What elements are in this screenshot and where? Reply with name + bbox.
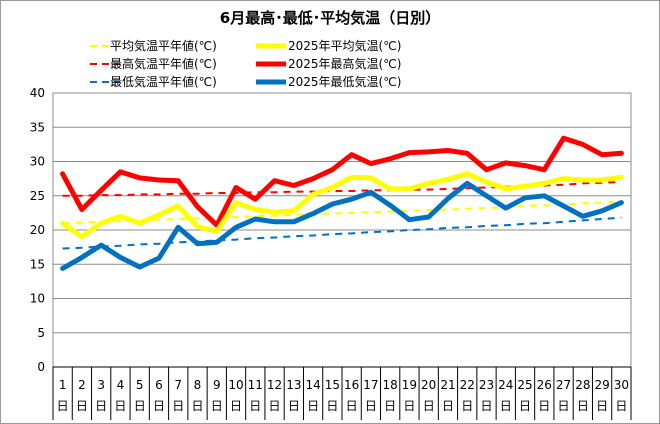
x-tick-label: 6 xyxy=(155,378,163,392)
legend: 平均気温平年値(℃) 最高気温平年値(℃) 最低気温平年値(℃) 2025年平均気温(… xyxy=(90,38,401,89)
legend-label: 2025年平均気温(℃) xyxy=(288,38,401,53)
y-tick-label: 40 xyxy=(30,86,45,100)
x-tick-label: 24 xyxy=(498,378,513,392)
x-tick-unit: 日 xyxy=(288,399,300,413)
legend-label: 最高気温平年値(℃) xyxy=(110,56,217,71)
x-tick-label: 8 xyxy=(194,378,202,392)
series-line-5 xyxy=(60,135,624,228)
x-tick-unit: 日 xyxy=(326,399,338,413)
x-tick-unit: 日 xyxy=(558,399,570,413)
x-tick-unit: 日 xyxy=(230,399,242,413)
x-tick-label: 22 xyxy=(460,378,475,392)
x-tick-label: 13 xyxy=(286,378,301,392)
x-tick-unit: 日 xyxy=(519,399,531,413)
legend-label: 2025年最低気温(℃) xyxy=(288,74,401,89)
y-tick-label: 20 xyxy=(30,223,45,237)
x-tick-label: 5 xyxy=(136,378,144,392)
x-tick-label: 23 xyxy=(479,378,494,392)
x-tick-unit: 日 xyxy=(134,399,146,413)
legend-label: 平均気温平年値(℃) xyxy=(110,38,217,53)
x-tick-label: 20 xyxy=(421,378,436,392)
x-tick-unit: 日 xyxy=(307,399,319,413)
x-tick-unit: 日 xyxy=(191,399,203,413)
y-tick-label: 5 xyxy=(37,326,45,340)
chart-title: 6月最高･最低･平均気温（日別） xyxy=(220,9,440,27)
x-tick-label: 10 xyxy=(228,378,243,392)
x-tick-label: 26 xyxy=(537,378,552,392)
x-tick-label: 15 xyxy=(325,378,340,392)
x-tick-label: 28 xyxy=(575,378,590,392)
y-tick-label: 30 xyxy=(30,155,45,169)
y-tick-label: 0 xyxy=(37,360,45,374)
x-tick-label: 11 xyxy=(248,378,263,392)
y-tick-label: 10 xyxy=(30,292,45,306)
x-tick-label: 14 xyxy=(305,378,320,392)
x-tick-unit: 日 xyxy=(461,399,473,413)
x-tick-label: 25 xyxy=(517,378,532,392)
x-tick-label: 3 xyxy=(97,378,105,392)
x-tick-unit: 日 xyxy=(423,399,435,413)
x-tick-label: 16 xyxy=(344,378,359,392)
x-tick-unit: 日 xyxy=(211,399,223,413)
x-tick-label: 21 xyxy=(440,378,455,392)
y-tick-label: 35 xyxy=(30,120,45,134)
x-tick-unit: 日 xyxy=(114,399,126,413)
y-axis-ticks: 0 5 10 15 20 25 30 35 40 xyxy=(30,86,45,374)
x-tick-label: 19 xyxy=(402,378,417,392)
x-tick-label: 9 xyxy=(213,378,221,392)
y-tick-label: 25 xyxy=(30,189,45,203)
grid-lines xyxy=(52,92,632,368)
series-line-1 xyxy=(62,200,622,225)
x-tick-unit: 日 xyxy=(596,399,608,413)
x-tick-unit: 日 xyxy=(76,399,88,413)
x-tick-label: 2 xyxy=(78,378,86,392)
x-tick-unit: 日 xyxy=(403,399,415,413)
x-tick-label: 12 xyxy=(267,378,282,392)
series-line-3 xyxy=(62,216,622,250)
x-tick-unit: 日 xyxy=(577,399,589,413)
x-tick-unit: 日 xyxy=(538,399,550,413)
x-tick-label: 27 xyxy=(556,378,571,392)
x-tick-unit: 日 xyxy=(269,399,281,413)
x-tick-unit: 日 xyxy=(384,399,396,413)
x-axis-ticks: 1日2日3日4日5日6日7日8日9日10日11日12日13日14日15日16日1… xyxy=(52,367,632,420)
series-line-6 xyxy=(60,180,624,271)
y-tick-label: 15 xyxy=(30,257,45,271)
legend-label: 2025年最高気温(℃) xyxy=(288,56,401,71)
x-tick-unit: 日 xyxy=(172,399,184,413)
x-tick-unit: 日 xyxy=(249,399,261,413)
x-tick-unit: 日 xyxy=(500,399,512,413)
x-tick-label: 18 xyxy=(383,378,398,392)
x-tick-label: 7 xyxy=(174,378,182,392)
x-tick-label: 4 xyxy=(117,378,125,392)
x-tick-label: 29 xyxy=(594,378,609,392)
series-line-4 xyxy=(60,171,624,240)
x-tick-unit: 日 xyxy=(442,399,454,413)
x-tick-unit: 日 xyxy=(57,399,69,413)
x-tick-unit: 日 xyxy=(480,399,492,413)
x-tick-unit: 日 xyxy=(95,399,107,413)
x-tick-unit: 日 xyxy=(365,399,377,413)
series-lines xyxy=(60,135,624,271)
x-tick-unit: 日 xyxy=(615,399,627,413)
x-tick-label: 17 xyxy=(363,378,378,392)
x-tick-label: 30 xyxy=(614,378,629,392)
x-tick-unit: 日 xyxy=(346,399,358,413)
x-tick-label: 1 xyxy=(59,378,67,392)
series-line-2 xyxy=(62,181,622,197)
legend-label: 最低気温平年値(℃) xyxy=(110,74,217,89)
x-tick-unit: 日 xyxy=(153,399,165,413)
